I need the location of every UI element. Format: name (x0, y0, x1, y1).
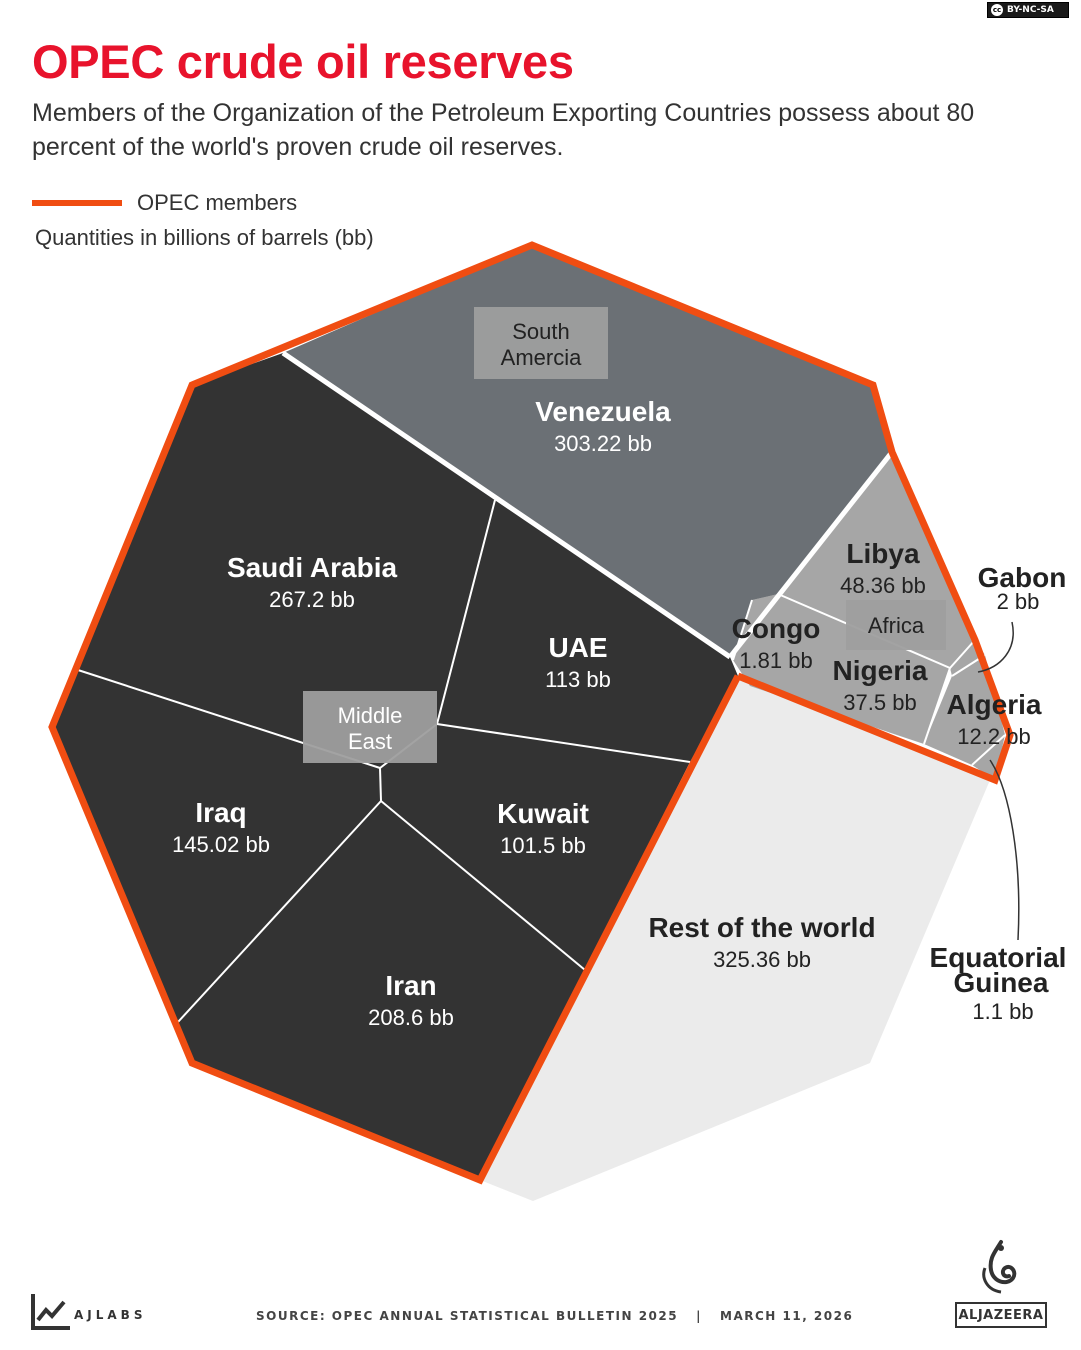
label-libya: Libya (846, 538, 920, 569)
value-uae: 113 bb (545, 667, 611, 692)
group-label-south-america: South (512, 319, 570, 344)
chart-subtitle: Members of the Organization of the Petro… (32, 99, 975, 161)
label-saudi-arabia: Saudi Arabia (227, 552, 398, 583)
group-label-box-africa (846, 600, 946, 650)
label-iraq: Iraq (195, 797, 246, 828)
aljazeera-wordmark: ALJAZEERA (955, 1302, 1047, 1328)
cell-divider (728, 450, 894, 659)
label-equatorial-guinea-line1: Equatorial (930, 942, 1067, 973)
label-kuwait: Kuwait (497, 798, 589, 829)
label-algeria: Algeria (947, 689, 1042, 720)
group-label-box-middle-east (303, 691, 437, 763)
label-venezuela: Venezuela (535, 396, 671, 427)
cell-algeria (924, 655, 1005, 765)
value-kuwait: 101.5 bb (500, 833, 586, 858)
value-saudi-arabia: 267.2 bb (269, 587, 355, 612)
label-iran: Iran (385, 970, 436, 1001)
cell-divider (379, 767, 382, 802)
cell-divider (949, 639, 976, 669)
cell-nigeria (750, 594, 950, 744)
cell-uae (437, 500, 738, 762)
cell-divider (436, 499, 496, 725)
legend-label-opec: OPEC members (137, 190, 298, 215)
cell-saudi-arabia (78, 353, 495, 768)
group-label-box-south-america (474, 307, 608, 379)
chart-title: OPEC crude oil reserves (32, 35, 574, 88)
cell-venezuela (283, 245, 892, 657)
ajlabs-logo-icon (31, 1294, 70, 1330)
cell-kuwait (380, 724, 690, 970)
opec-border (48, 241, 1014, 1185)
label-rest-of-the-world: Rest of the world (648, 912, 875, 943)
group-label-africa: Africa (868, 613, 925, 638)
value-rest-of-the-world: 325.36 bb (713, 947, 811, 972)
value-congo: 1.81 bb (739, 648, 812, 673)
label-equatorial-guinea-line2: Guinea (954, 967, 1049, 998)
value-nigeria: 37.5 bb (843, 690, 916, 715)
creative-commons-icon: cc (991, 4, 1003, 16)
label-nigeria: Nigeria (833, 655, 928, 686)
value-venezuela: 303.22 bb (554, 431, 652, 456)
publish-date: MARCH 11, 2026 (720, 1309, 854, 1323)
license-text: BY-NC-SA (1007, 5, 1054, 15)
cell-divider (971, 734, 1006, 766)
aljazeera-logo-icon (982, 1240, 1017, 1294)
value-equatorial-guinea: 1.1 bb (972, 999, 1033, 1024)
cell-divider (923, 667, 951, 745)
value-iraq: 145.02 bb (172, 832, 270, 857)
value-iran: 208.6 bb (368, 1005, 454, 1030)
cell-divider (281, 350, 732, 660)
ajlabs-wordmark: AJLABS (74, 1308, 147, 1322)
group-label-middle-east: East (348, 729, 392, 754)
cell-divider (436, 723, 691, 763)
cell-iran (178, 801, 585, 1180)
source-text: SOURCE: OPEC ANNUAL STATISTICAL BULLETIN… (256, 1309, 679, 1323)
gabon-leader-line (977, 621, 1014, 673)
value-gabon: 2 bb (997, 589, 1040, 614)
license-badge: cc BY-NC-SA (987, 2, 1069, 18)
units-note: Quantities in billions of barrels (bb) (35, 225, 374, 250)
group-label-south-america: Amercia (501, 345, 582, 370)
cell-divider (732, 599, 753, 661)
source-line: SOURCE: OPEC ANNUAL STATISTICAL BULLETIN… (256, 1309, 853, 1323)
value-algeria: 12.2 bb (957, 724, 1030, 749)
cell-divider (380, 800, 586, 971)
separator: | (696, 1309, 702, 1323)
value-libya: 48.36 bb (840, 573, 926, 598)
equatorial-guinea-leader-line (989, 759, 1020, 941)
cell-iraq (52, 670, 381, 1063)
group-label-middle-east: Middle (338, 703, 403, 728)
legend-swatch-opec (32, 200, 122, 206)
label-gabon: Gabon (978, 562, 1067, 593)
cell-rest-of-the-world (480, 676, 990, 1201)
label-uae: UAE (548, 632, 607, 663)
label-congo: Congo (732, 613, 821, 644)
cell-divider (177, 800, 382, 1023)
